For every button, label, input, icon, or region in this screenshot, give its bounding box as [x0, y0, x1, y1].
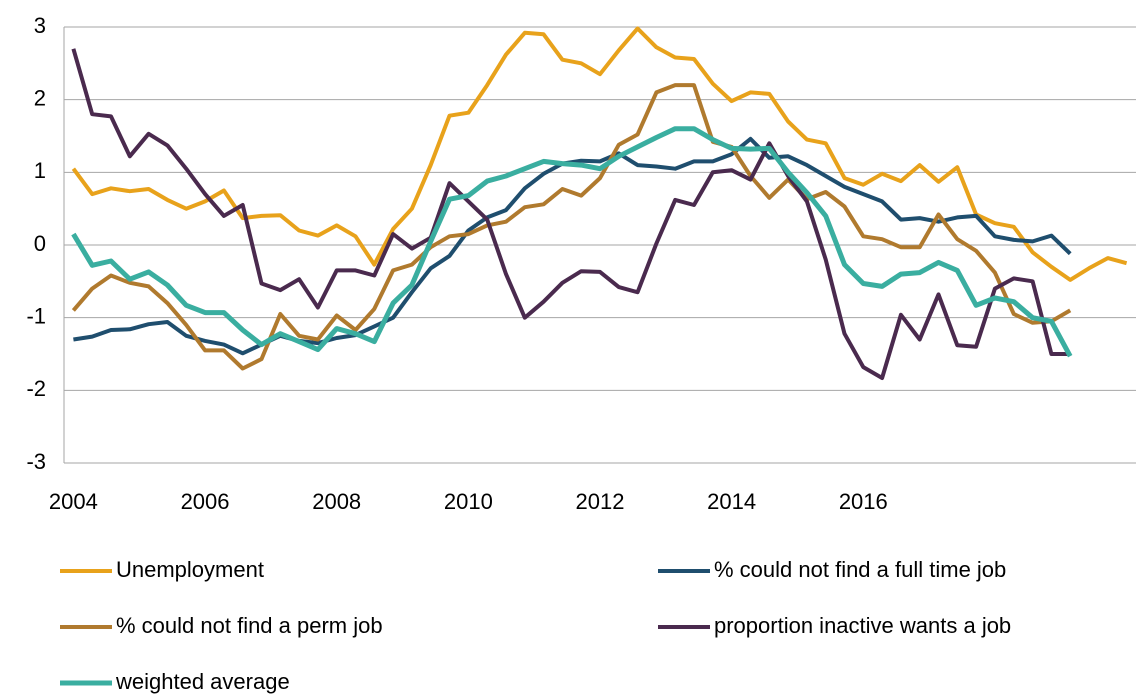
x-tick-label: 2008: [312, 489, 361, 514]
x-tick-label: 2014: [707, 489, 756, 514]
legend-label: % could not find a full time job: [714, 557, 1006, 582]
legend-label: Unemployment: [116, 557, 264, 582]
y-tick-label: -3: [26, 449, 46, 474]
series-line: [71, 83, 1072, 371]
series-line: [71, 26, 1128, 282]
x-tick-label: 2004: [49, 489, 98, 514]
y-tick-label: -2: [26, 376, 46, 401]
y-tick-label: 1: [34, 158, 46, 183]
x-tick-label: 2016: [839, 489, 888, 514]
series-line: [71, 126, 1073, 358]
y-tick-label: 0: [34, 231, 46, 256]
y-tick-label: 2: [34, 85, 46, 110]
y-tick-label: -1: [26, 303, 46, 328]
y-tick-label: 3: [34, 13, 46, 38]
x-tick-label: 2010: [444, 489, 493, 514]
x-tick-label: 2006: [181, 489, 230, 514]
series-line: [71, 48, 1071, 380]
legend-label: % could not find a perm job: [116, 613, 383, 638]
legend-label: weighted average: [115, 669, 290, 694]
legend-label: proportion inactive wants a job: [714, 613, 1011, 638]
x-tick-label: 2012: [576, 489, 625, 514]
